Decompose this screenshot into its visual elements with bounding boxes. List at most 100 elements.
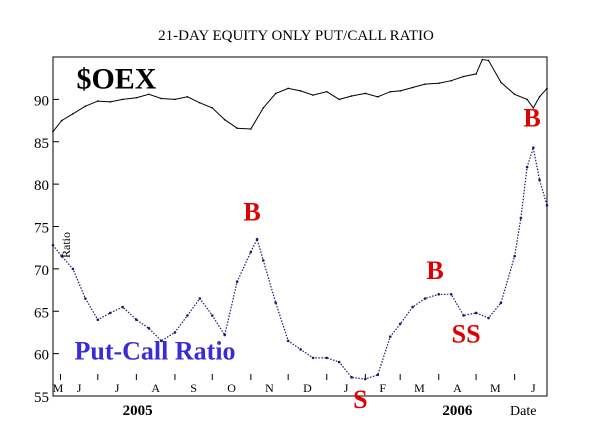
oex-point [287, 87, 289, 90]
oex-point [199, 101, 201, 104]
put-call-point [376, 373, 380, 377]
x-axis-label: Date [510, 404, 536, 419]
x-tick-label: D [303, 381, 312, 395]
oex-point [462, 75, 465, 78]
put-call-point [147, 326, 151, 330]
put-call-point [411, 305, 414, 309]
oex-point [223, 118, 226, 121]
oex-point [376, 96, 379, 98]
oex-point [262, 107, 265, 109]
oex-point [160, 97, 163, 100]
put-call-point [388, 335, 392, 338]
put-call-point [51, 243, 55, 247]
oex-point [121, 98, 124, 101]
y-tick-label: 90 [34, 93, 49, 109]
y-axis-label: Ratio [59, 232, 73, 258]
y-tick-label: 85 [34, 136, 49, 152]
oex-label: $OEX [76, 62, 156, 95]
put-call-point [519, 216, 523, 220]
x-tick-label: J [115, 381, 120, 395]
oex-point [135, 96, 138, 99]
put-call-point [513, 254, 516, 258]
oex-point [84, 105, 87, 107]
year-label: 2005 [123, 403, 153, 419]
put-call-point [532, 146, 535, 149]
put-call-point [398, 322, 402, 326]
oex-point [437, 82, 440, 85]
x-tick-label: N [265, 381, 274, 395]
put-call-point [462, 314, 465, 317]
put-call-point [286, 339, 290, 343]
oex-point [389, 90, 392, 93]
x-tick-label: M [53, 381, 64, 395]
put-call-point [235, 280, 239, 283]
put-call-point [499, 301, 503, 305]
put-call-point [325, 356, 329, 360]
signal-label: B [426, 256, 443, 285]
oex-point [148, 93, 150, 96]
oex-point [186, 96, 189, 98]
oex-point [174, 98, 176, 101]
put-call-point [474, 311, 478, 315]
y-tick-label: 60 [34, 348, 49, 364]
oex-point [532, 107, 535, 109]
put-call-point [186, 314, 189, 317]
oex-point [526, 98, 528, 101]
put-call-point [364, 377, 367, 381]
put-call-point [350, 376, 353, 379]
put-call-point [210, 314, 214, 317]
oex-point [411, 86, 414, 89]
oex-point [500, 81, 502, 84]
year-label: 2006 [442, 403, 473, 419]
x-tick-label: F [379, 381, 386, 395]
put-call-point [255, 237, 259, 241]
put-call-point [159, 339, 163, 343]
oex-point [513, 93, 516, 96]
y-tick-label: 75 [34, 221, 49, 237]
annotation-layer: $OEX Put-Call Ratio B S B SS B [75, 62, 541, 414]
x-tick-label: J [344, 381, 349, 395]
signal-label: B [243, 198, 260, 227]
x-tick-label: J [531, 381, 536, 395]
oex-point [312, 94, 314, 96]
oex-point [60, 119, 63, 122]
put-call-point [423, 297, 427, 300]
oex-point [399, 90, 401, 92]
put-call-point [525, 165, 529, 169]
oex-point [538, 96, 541, 98]
put-call-point [121, 305, 124, 309]
oex-point [52, 130, 54, 133]
put-call-point [437, 293, 441, 296]
put-call-point [60, 254, 64, 258]
put-call-point [299, 348, 302, 351]
put-call-point [71, 267, 75, 271]
put-call-point [538, 178, 541, 182]
x-tick-label: M [414, 381, 425, 395]
put-call-point [337, 360, 341, 364]
put-call-point [261, 259, 265, 262]
x-tick-label: J [77, 381, 82, 395]
oex-point [481, 58, 484, 61]
series-layer [51, 58, 549, 381]
chart-title: 21-DAY EQUITY ONLY PUT/CALL RATIO [158, 28, 434, 44]
x-tick-label: O [227, 381, 236, 395]
oex-point [475, 73, 477, 75]
y-tick-label: 80 [34, 178, 49, 194]
y-tick-label: 70 [34, 263, 49, 279]
oex-point [109, 101, 112, 103]
y-axis: 55 60 65 70 75 80 85 90 [34, 93, 59, 406]
oex-point [299, 90, 302, 92]
oex-point [236, 127, 238, 129]
put-call-point [487, 316, 490, 320]
put-call-point [249, 250, 253, 254]
y-tick-label: 55 [34, 390, 49, 406]
put-call-point [449, 293, 453, 296]
oex-point [72, 112, 74, 115]
oex-point [96, 100, 99, 102]
oex-point [350, 95, 353, 97]
oex-point [338, 98, 340, 101]
oex-point [546, 87, 548, 90]
x-tick-label: A [453, 381, 462, 395]
